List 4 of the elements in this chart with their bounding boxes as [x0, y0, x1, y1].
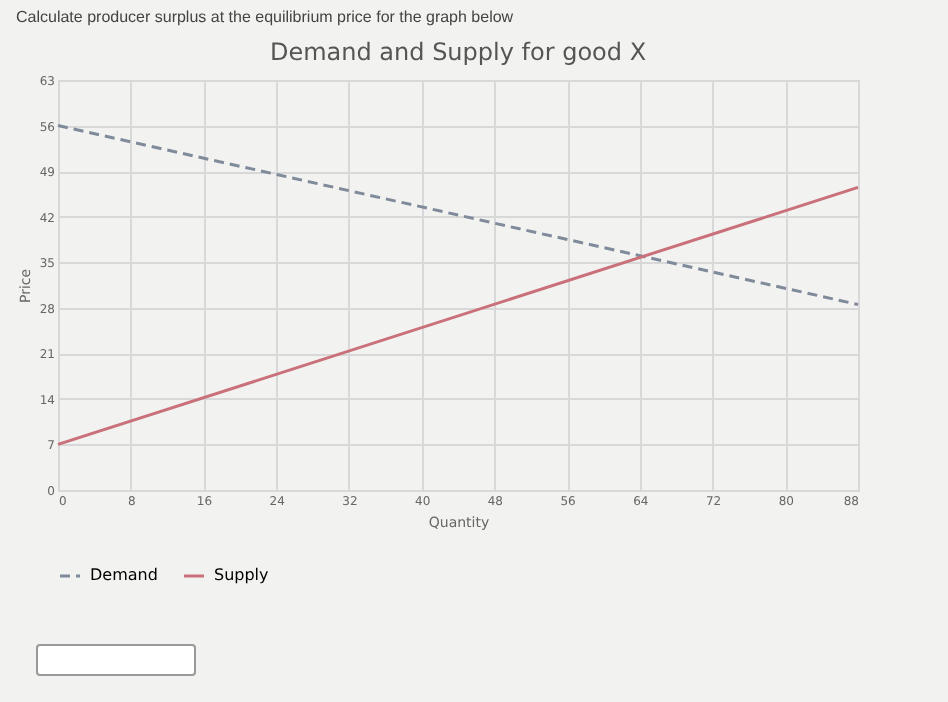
text: Calculate producer surplus at the equilibrium price for the graph below [16, 8, 514, 26]
chart-title: Demand and Supply for good X [269, 38, 647, 66]
legend-label: Supply [214, 566, 270, 584]
legend-label: Demand [90, 566, 158, 584]
